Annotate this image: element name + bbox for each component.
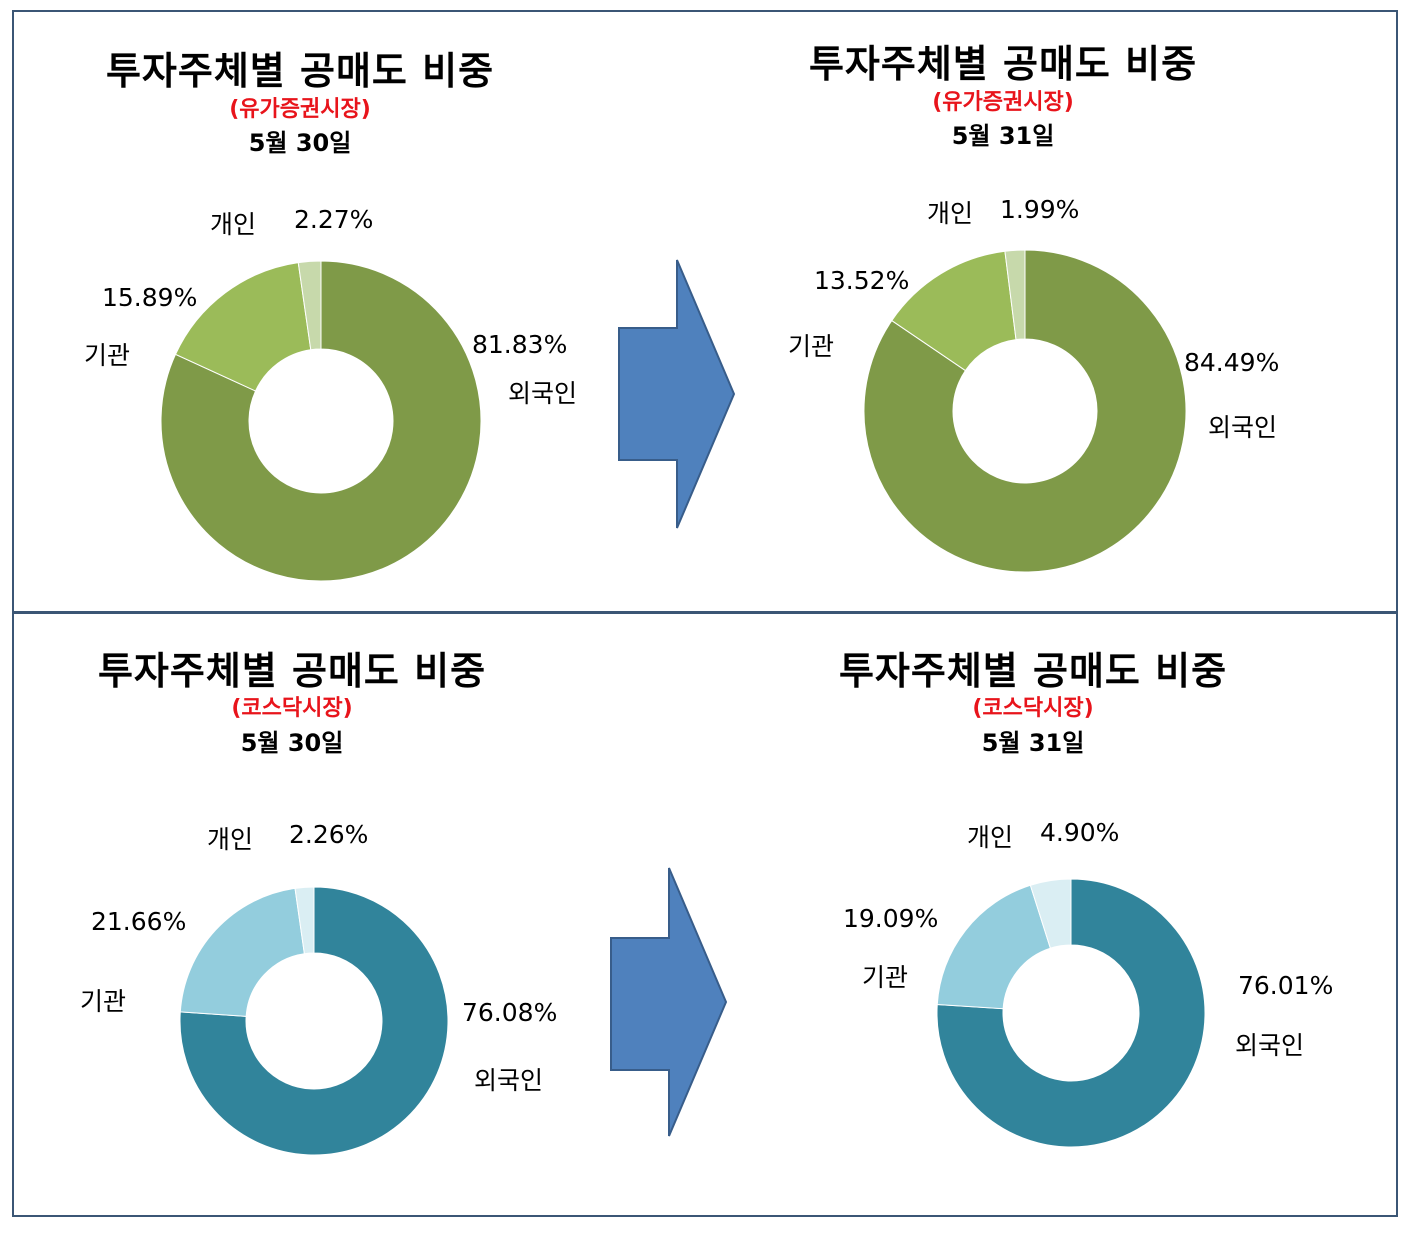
individual-value: 4.90% — [1040, 818, 1120, 847]
institution-slice — [174, 262, 312, 392]
chart-title: 투자주체별 공매도 비중 — [838, 649, 1228, 693]
foreign-slice — [179, 886, 449, 1156]
institution-label: 기관 — [788, 332, 835, 361]
foreign-label: 외국인 — [508, 379, 578, 408]
right-arrow-icon — [618, 259, 736, 529]
institution-slice — [936, 884, 1052, 1010]
date-label: 5월 30일 — [240, 729, 344, 757]
foreign-slice — [936, 878, 1206, 1148]
individual-label: 개인 — [927, 199, 974, 228]
foreign-label: 외국인 — [474, 1066, 544, 1095]
individual-slice — [297, 260, 322, 351]
foreign-slice — [863, 249, 1187, 573]
market-label: (코스닥시장) — [231, 696, 353, 721]
market-label: (유가증권시장) — [932, 90, 1074, 115]
date-label: 5월 30일 — [248, 129, 352, 157]
institution-value: 19.09% — [843, 904, 939, 933]
individual-slice — [1004, 249, 1026, 341]
market-label: (코스닥시장) — [972, 696, 1094, 721]
individual-value: 2.27% — [294, 205, 374, 234]
institution-value: 21.66% — [91, 907, 187, 936]
individual-slice — [294, 886, 315, 955]
foreign-slice — [160, 260, 482, 582]
foreign-label: 외국인 — [1208, 413, 1278, 442]
chart-title: 투자주체별 공매도 비중 — [97, 649, 487, 693]
date-label: 5월 31일 — [951, 122, 1055, 150]
market-label: (유가증권시장) — [229, 97, 371, 122]
individual-value: 1.99% — [1000, 195, 1080, 224]
foreign-value: 76.08% — [462, 998, 558, 1027]
institution-label: 기관 — [84, 341, 131, 370]
institution-label: 기관 — [862, 963, 909, 992]
institution-label: 기관 — [80, 987, 127, 1016]
right-arrow-icon — [610, 867, 728, 1137]
foreign-value: 84.49% — [1184, 348, 1280, 377]
individual-slice — [1029, 878, 1072, 949]
foreign-value: 81.83% — [472, 330, 568, 359]
individual-label: 개인 — [967, 823, 1014, 852]
institution-value: 13.52% — [814, 266, 910, 295]
foreign-label: 외국인 — [1235, 1031, 1305, 1060]
foreign-value: 76.01% — [1238, 971, 1334, 1000]
individual-value: 2.26% — [289, 820, 369, 849]
date-label: 5월 31일 — [981, 729, 1085, 757]
individual-label: 개인 — [207, 825, 254, 854]
chart-title: 투자주체별 공매도 비중 — [105, 49, 495, 93]
institution-value: 15.89% — [102, 283, 198, 312]
section-divider — [12, 611, 1398, 614]
chart-title: 투자주체별 공매도 비중 — [808, 42, 1198, 86]
individual-label: 개인 — [210, 210, 257, 239]
institution-slice — [179, 887, 305, 1017]
